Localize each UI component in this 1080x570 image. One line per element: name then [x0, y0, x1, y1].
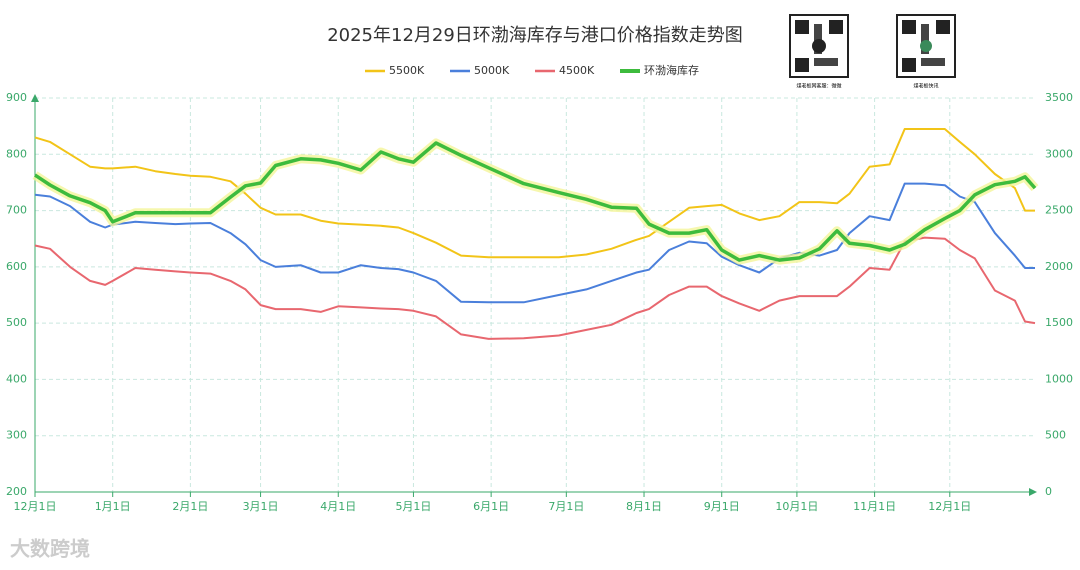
x-axis-arrow: [1029, 488, 1037, 496]
legend-label: 5000K: [474, 64, 510, 77]
y2-tick-label: 2500: [1045, 204, 1073, 217]
chart-title: 2025年12月29日环渤海库存与港口价格指数走势图: [327, 25, 743, 46]
x-tick-label: 4月1日: [320, 500, 356, 513]
x-tick-label: 6月1日: [473, 500, 509, 513]
x-tick-label: 10月1日: [775, 500, 818, 513]
series-line: [34, 141, 1037, 262]
y2-tick-label: 2000: [1045, 260, 1073, 273]
y-tick-label: 500: [6, 316, 27, 329]
x-tick-label: 7月1日: [548, 500, 584, 513]
y2-tick-label: 0: [1045, 485, 1052, 498]
x-tick-label: 11月1日: [853, 500, 896, 513]
legend-label: 5500K: [389, 64, 425, 77]
qr-code: [896, 14, 956, 78]
x-tick-label: 9月1日: [704, 500, 740, 513]
series-line: [34, 236, 1036, 340]
x-tick-label: 8月1日: [626, 500, 662, 513]
x-tick-label: 2月1日: [172, 500, 208, 513]
y-tick-label: 400: [6, 372, 27, 385]
y2-tick-label: 500: [1045, 429, 1066, 442]
qr-caption: 煤老板快讯: [913, 83, 938, 90]
y-tick-label: 900: [6, 91, 27, 104]
line-glow: [32, 138, 1039, 265]
x-tick-label: 3月1日: [243, 500, 279, 513]
y-tick-label: 300: [6, 429, 27, 442]
y-tick-label: 600: [6, 260, 27, 273]
y2-tick-label: 1500: [1045, 316, 1073, 329]
y-tick-label: 700: [6, 204, 27, 217]
x-tick-label: 12月1日: [928, 500, 971, 513]
qr-caption: 煤老板网客服：微微: [796, 83, 841, 90]
legend-label: 4500K: [559, 64, 595, 77]
y2-tick-label: 1000: [1045, 372, 1073, 385]
x-tick-label: 12月1日: [14, 500, 57, 513]
y2-tick-label: 3000: [1045, 147, 1073, 160]
y-tick-label: 800: [6, 147, 27, 160]
watermark: 大数跨境: [10, 537, 90, 561]
y-tick-label: 200: [6, 485, 27, 498]
y-axis-arrow: [31, 94, 39, 102]
series-line: [34, 128, 1035, 259]
y2-tick-label: 3500: [1045, 91, 1073, 104]
qr-code: [789, 14, 849, 78]
legend-label: 环渤海库存: [644, 63, 699, 77]
x-tick-label: 1月1日: [95, 500, 131, 513]
x-tick-label: 5月1日: [395, 500, 431, 513]
series-line: [34, 182, 1035, 304]
